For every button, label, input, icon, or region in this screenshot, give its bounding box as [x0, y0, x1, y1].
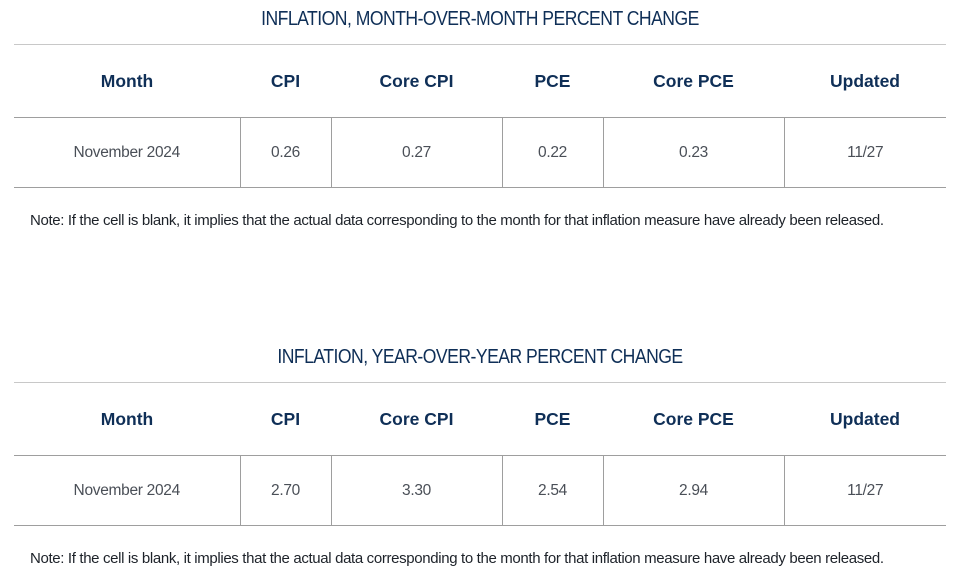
table-header-row: Month CPI Core CPI PCE Core PCE Updated — [14, 382, 946, 456]
yoy-inflation-section: INFLATION, YEAR-OVER-YEAR PERCENT CHANGE… — [14, 338, 946, 567]
cell-core-pce: 2.94 — [602, 455, 784, 526]
cell-updated: 11/27 — [783, 117, 946, 188]
column-header-updated: Updated — [830, 408, 900, 429]
column-header-updated: Updated — [830, 70, 900, 91]
column-header-cpi: CPI — [270, 408, 301, 429]
yoy-table-note: Note: If the cell is blank, it implies t… — [30, 550, 884, 567]
column-header-core-pce: Core PCE — [653, 70, 734, 91]
yoy-inflation-table: Month CPI Core CPI PCE Core PCE Updated … — [14, 382, 946, 526]
yoy-table-title: INFLATION, YEAR-OVER-YEAR PERCENT CHANGE — [277, 346, 683, 368]
cell-core-cpi: 3.30 — [330, 455, 502, 526]
table-header-row: Month CPI Core CPI PCE Core PCE Updated — [14, 44, 946, 118]
table-row: November 2024 2.70 3.30 2.54 2.94 11/27 — [14, 455, 946, 526]
cell-month: November 2024 — [73, 481, 181, 499]
column-header-month: Month — [100, 70, 154, 91]
column-header-core-cpi: Core CPI — [379, 70, 454, 91]
cell-core-cpi: 0.27 — [330, 117, 502, 188]
mom-inflation-table: Month CPI Core CPI PCE Core PCE Updated … — [14, 44, 946, 188]
mom-table-title: INFLATION, MONTH-OVER-MONTH PERCENT CHAN… — [261, 8, 699, 30]
column-header-pce: PCE — [534, 70, 571, 91]
table-row: November 2024 0.26 0.27 0.22 0.23 11/27 — [14, 117, 946, 188]
column-header-pce: PCE — [534, 408, 571, 429]
cell-pce: 2.54 — [501, 455, 603, 526]
column-header-cpi: CPI — [270, 70, 301, 91]
column-header-core-pce: Core PCE — [653, 408, 734, 429]
cell-cpi: 2.70 — [239, 455, 331, 526]
column-header-month: Month — [100, 408, 154, 429]
cell-month: November 2024 — [73, 143, 181, 161]
cell-cpi: 0.26 — [239, 117, 331, 188]
mom-inflation-section: INFLATION, MONTH-OVER-MONTH PERCENT CHAN… — [14, 0, 946, 229]
column-header-core-cpi: Core CPI — [379, 408, 454, 429]
cell-updated: 11/27 — [783, 455, 946, 526]
cell-pce: 0.22 — [501, 117, 603, 188]
cell-core-pce: 0.23 — [602, 117, 784, 188]
mom-table-note: Note: If the cell is blank, it implies t… — [30, 212, 884, 229]
